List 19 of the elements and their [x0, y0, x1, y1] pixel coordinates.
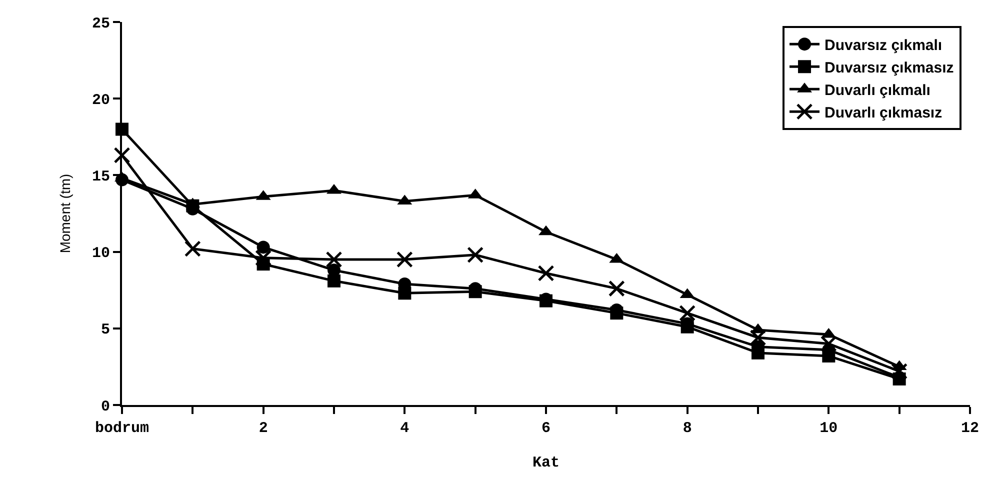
legend-label: Duvarlı çıkmalı [824, 82, 930, 99]
x-tick-label: 8 [682, 420, 692, 437]
y-tick-label: 0 [100, 398, 110, 416]
x-tick-label: 10 [820, 420, 838, 437]
x-tick-label: bodrum [94, 420, 150, 437]
y-tick-label: 5 [100, 322, 110, 339]
x-tick-label: 6 [541, 420, 551, 437]
y-tick-label: 15 [92, 168, 110, 186]
x-tick-label: 4 [400, 420, 410, 437]
x-tick-label: 12 [960, 420, 980, 437]
y-tick-label: 10 [92, 245, 110, 262]
x-axis-title: Kat [532, 454, 560, 472]
legend-label: Duvarlı çıkmasız [824, 104, 942, 122]
legend-label: Duvarsız çıkmalı [824, 36, 942, 54]
x-tick-label: 2 [258, 420, 268, 437]
legend-label: Duvarsız çıkmasız [824, 59, 954, 76]
y-tick-label: 20 [92, 92, 110, 109]
y-tick-label: 25 [92, 15, 110, 32]
y-axis-title: Moment (tm) [57, 174, 74, 254]
